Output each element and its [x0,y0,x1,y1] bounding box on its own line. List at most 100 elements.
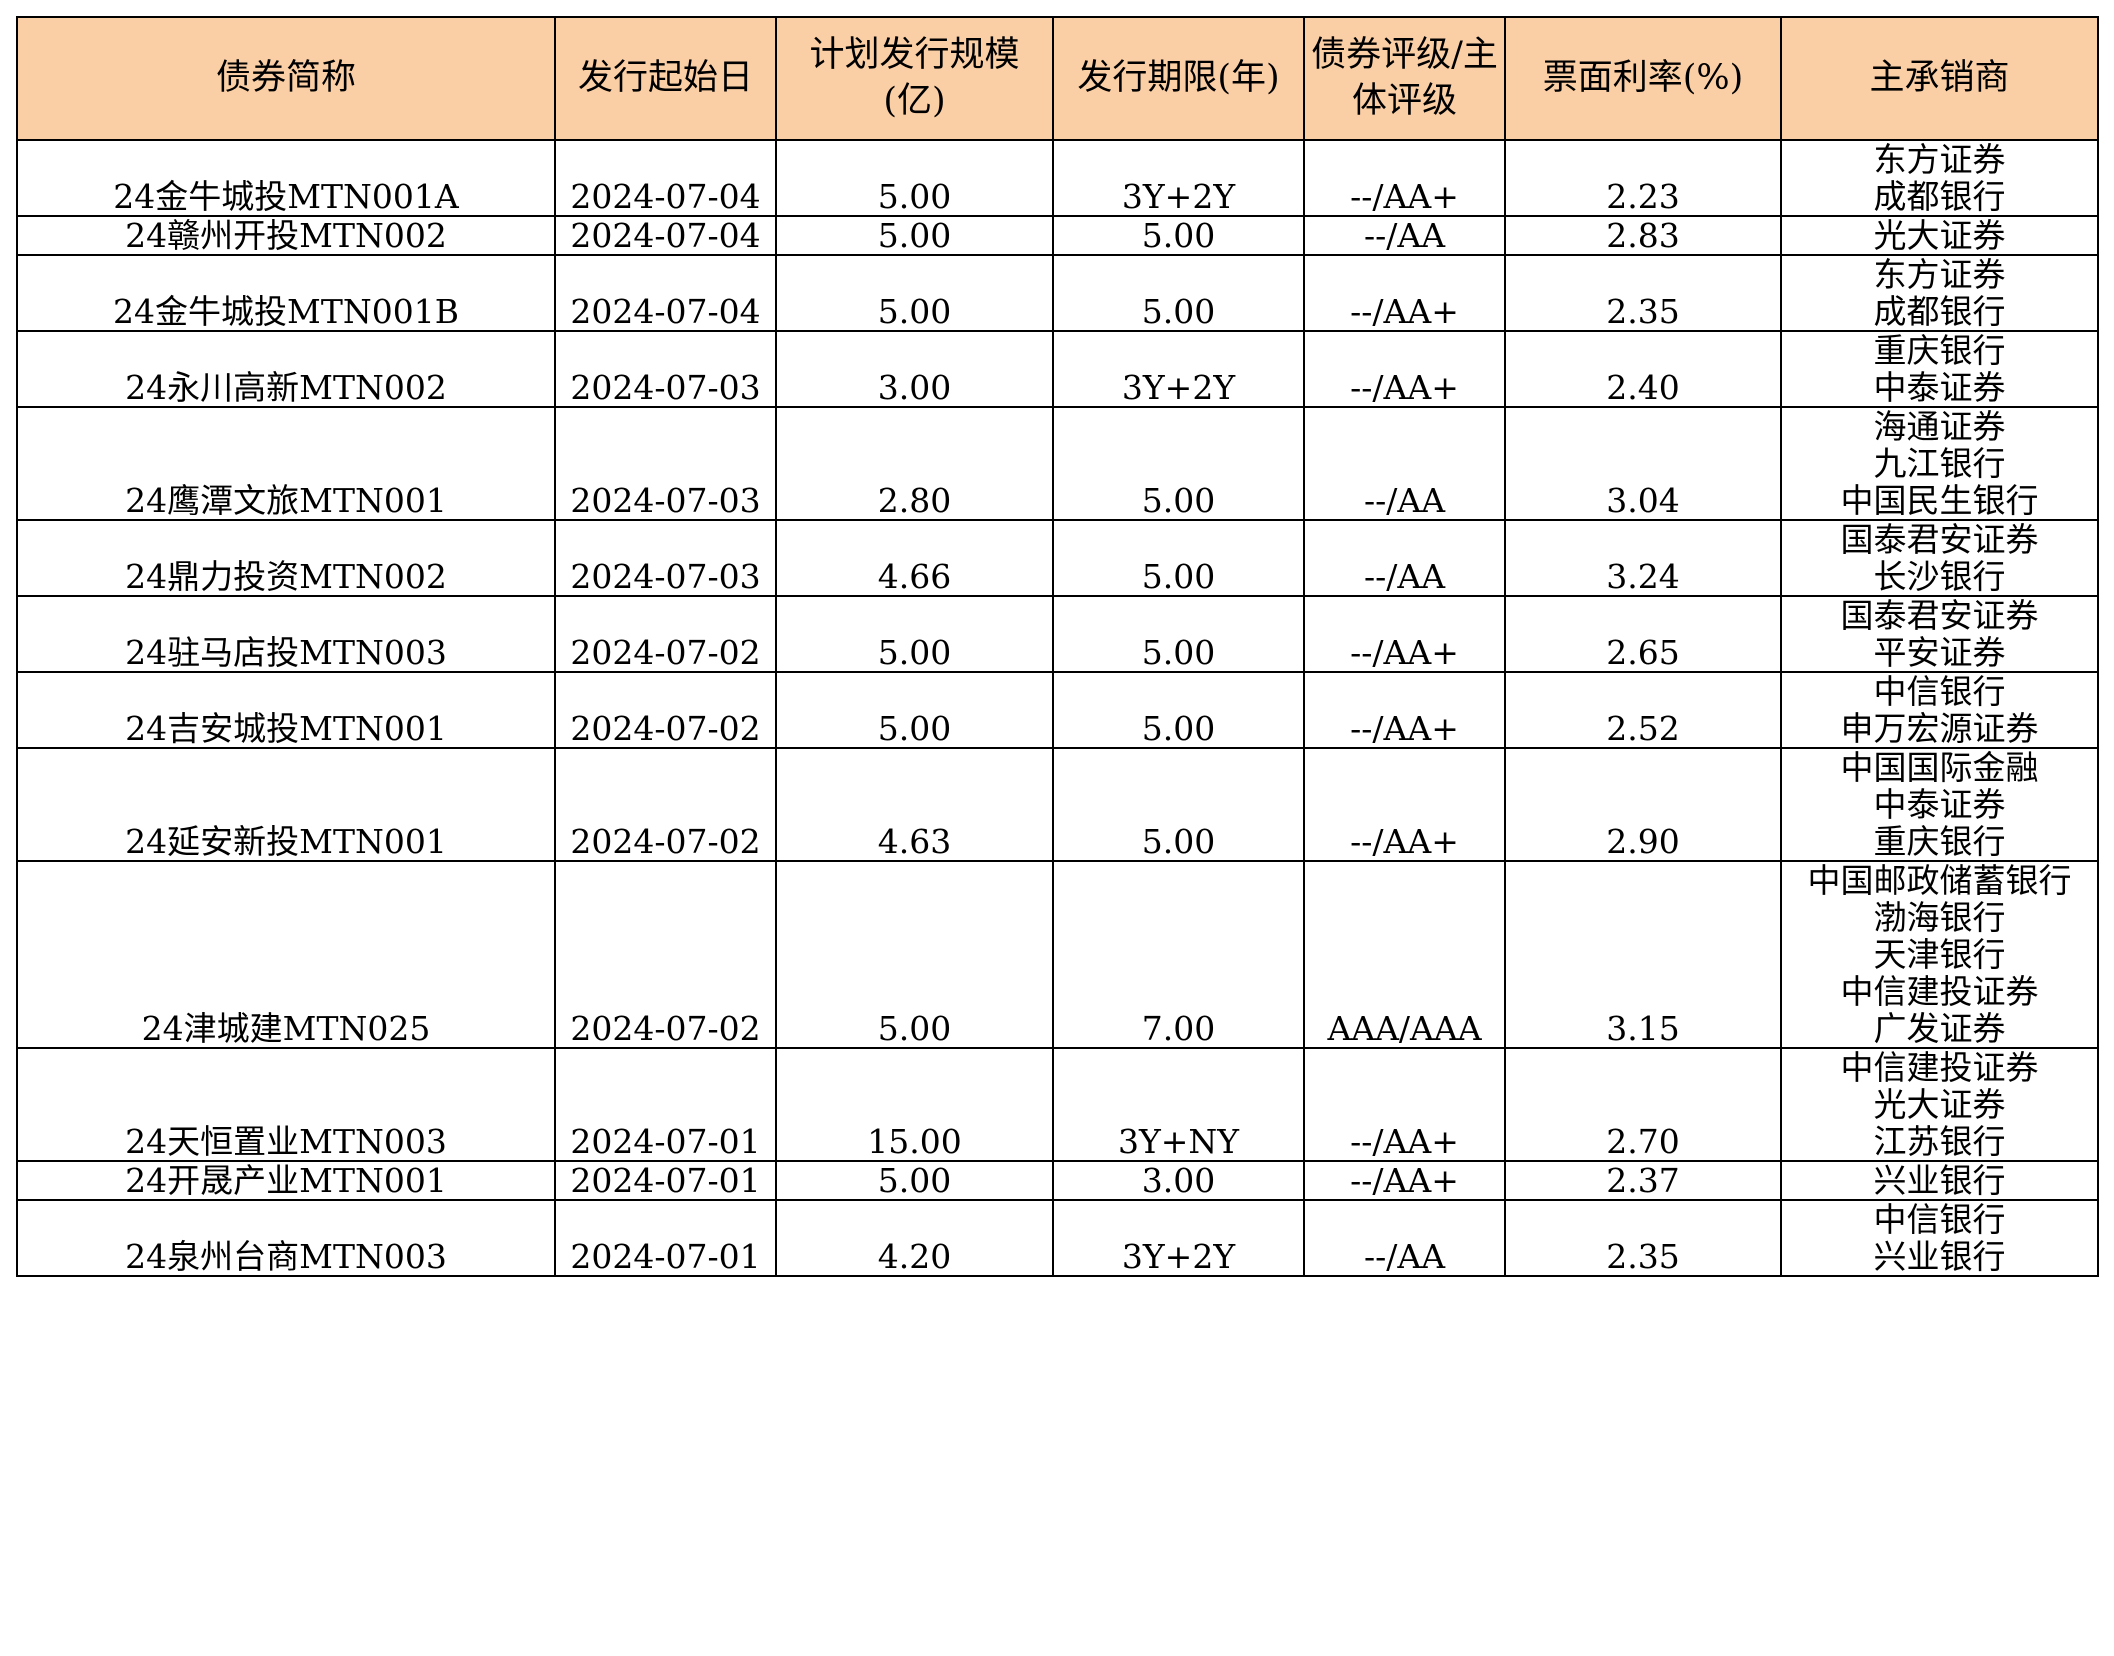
cell-bond-name: 24鹰潭文旅MTN001 [16,406,556,521]
cell-planned-size: 5.00 [775,139,1054,217]
cell-underwriters: 东方证券 成都银行 [1780,254,2099,332]
cell-term: 3Y+NY [1052,1047,1305,1162]
cell-underwriters: 国泰君安证券 长沙银行 [1780,519,2099,597]
cell-bond-name: 24天恒置业MTN003 [16,1047,556,1162]
underwriter-name: 成都银行 [1873,292,2006,331]
cell-bond-name: 24鼎力投资MTN002 [16,519,556,597]
cell-bond-name: 24金牛城投MTN001B [16,254,556,332]
table-body: 24金牛城投MTN001A 2024-07-04 5.00 3Y+2Y --/AA+ 2.… [16,139,2099,1277]
cell-bond-name: 24开晟产业MTN001 [16,1160,556,1201]
cell-underwriters: 国泰君安证券 平安证券 [1780,595,2099,673]
cell-issue-date: 2024-07-03 [554,406,777,521]
cell-bond-name: 24金牛城投MTN001A [16,139,556,217]
underwriter-name: 天津银行 [1873,935,2006,974]
cell-rating: --/AA+ [1303,1160,1506,1201]
cell-planned-size: 4.66 [775,519,1054,597]
cell-planned-size: 15.00 [775,1047,1054,1162]
underwriter-name: 成都银行 [1873,177,2006,216]
underwriter-name: 兴业银行 [1873,1161,2006,1200]
cell-underwriters: 光大证券 [1780,215,2099,256]
table-row: 24延安新投MTN001 2024-07-02 4.63 5.00 --/AA+ 2.90… [16,747,2099,862]
cell-coupon-rate: 3.15 [1504,860,1782,1049]
underwriter-name: 中信银行 [1873,1200,2006,1239]
underwriter-name: 重庆银行 [1873,331,2006,370]
cell-planned-size: 5.00 [775,1160,1054,1201]
cell-term: 5.00 [1052,747,1305,862]
underwriter-name: 中泰证券 [1873,785,2006,824]
cell-term: 5.00 [1052,671,1305,749]
underwriter-name: 东方证券 [1873,140,2006,179]
cell-issue-date: 2024-07-02 [554,595,777,673]
table-row: 24天恒置业MTN003 2024-07-01 15.00 3Y+NY --/AA+ 2.… [16,1047,2099,1162]
cell-planned-size: 5.00 [775,671,1054,749]
cell-coupon-rate: 2.70 [1504,1047,1782,1162]
underwriter-name: 兴业银行 [1873,1237,2006,1276]
cell-term: 5.00 [1052,519,1305,597]
cell-term: 5.00 [1052,215,1305,256]
cell-bond-name: 24永川高新MTN002 [16,330,556,408]
cell-rating: --/AA+ [1303,330,1506,408]
cell-coupon-rate: 2.23 [1504,139,1782,217]
underwriter-name: 中国民生银行 [1840,481,2039,520]
bond-issuance-table: 债券简称 发行起始日 计划发行规模(亿) 发行期限(年) 债券评级/主体评级 票… [16,16,2099,1277]
cell-issue-date: 2024-07-02 [554,747,777,862]
underwriter-name: 中信建投证券 [1840,972,2039,1011]
cell-coupon-rate: 2.90 [1504,747,1782,862]
cell-rating: --/AA+ [1303,671,1506,749]
cell-bond-name: 24赣州开投MTN002 [16,215,556,256]
cell-issue-date: 2024-07-03 [554,330,777,408]
underwriter-name: 中泰证券 [1873,368,2006,407]
cell-coupon-rate: 2.35 [1504,1199,1782,1277]
cell-issue-date: 2024-07-03 [554,519,777,597]
table-row: 24开晟产业MTN001 2024-07-01 5.00 3.00 --/AA+ 2.37… [16,1160,2099,1201]
header-term: 发行期限(年) [1052,16,1305,141]
header-row: 债券简称 发行起始日 计划发行规模(亿) 发行期限(年) 债券评级/主体评级 票… [16,16,2099,141]
cell-bond-name: 24泉州台商MTN003 [16,1199,556,1277]
table-row: 24驻马店投MTN003 2024-07-02 5.00 5.00 --/AA+ 2.65… [16,595,2099,673]
cell-term: 7.00 [1052,860,1305,1049]
cell-planned-size: 4.20 [775,1199,1054,1277]
cell-underwriters: 中信建投证券 光大证券 江苏银行 [1780,1047,2099,1162]
table-row: 24金牛城投MTN001A 2024-07-04 5.00 3Y+2Y --/AA+ 2.… [16,139,2099,217]
underwriter-name: 长沙银行 [1873,557,2006,596]
underwriter-name: 渤海银行 [1873,898,2006,937]
cell-issue-date: 2024-07-04 [554,215,777,256]
cell-planned-size: 3.00 [775,330,1054,408]
cell-issue-date: 2024-07-02 [554,671,777,749]
table-row: 24永川高新MTN002 2024-07-03 3.00 3Y+2Y --/AA+ 2.4… [16,330,2099,408]
cell-underwriters: 海通证券 九江银行 中国民生银行 [1780,406,2099,521]
cell-coupon-rate: 2.52 [1504,671,1782,749]
cell-term: 3Y+2Y [1052,1199,1305,1277]
header-coupon-rate: 票面利率(%) [1504,16,1782,141]
cell-rating: --/AA+ [1303,254,1506,332]
cell-underwriters: 中信银行 兴业银行 [1780,1199,2099,1277]
cell-term: 3Y+2Y [1052,330,1305,408]
cell-planned-size: 4.63 [775,747,1054,862]
cell-bond-name: 24延安新投MTN001 [16,747,556,862]
cell-rating: --/AA [1303,215,1506,256]
cell-rating: --/AA [1303,519,1506,597]
cell-underwriters: 中国国际金融 中泰证券 重庆银行 [1780,747,2099,862]
header-issue-date: 发行起始日 [554,16,777,141]
header-rating: 债券评级/主体评级 [1303,16,1506,141]
cell-rating: AAA/AAA [1303,860,1506,1049]
cell-underwriters: 重庆银行 中泰证券 [1780,330,2099,408]
cell-issue-date: 2024-07-01 [554,1199,777,1277]
cell-rating: --/AA [1303,1199,1506,1277]
table-row: 24吉安城投MTN001 2024-07-02 5.00 5.00 --/AA+ 2.52… [16,671,2099,749]
cell-issue-date: 2024-07-01 [554,1047,777,1162]
cell-bond-name: 24吉安城投MTN001 [16,671,556,749]
underwriter-name: 中国邮政储蓄银行 [1807,861,2072,900]
table-row: 24鼎力投资MTN002 2024-07-03 4.66 5.00 --/AA 3.24 国… [16,519,2099,597]
cell-planned-size: 5.00 [775,215,1054,256]
cell-coupon-rate: 2.35 [1504,254,1782,332]
cell-rating: --/AA+ [1303,1047,1506,1162]
cell-rating: --/AA+ [1303,595,1506,673]
underwriter-name: 重庆银行 [1873,822,2006,861]
underwriter-name: 光大证券 [1873,216,2006,255]
cell-coupon-rate: 3.24 [1504,519,1782,597]
underwriter-name: 国泰君安证券 [1840,596,2039,635]
cell-underwriters: 东方证券 成都银行 [1780,139,2099,217]
table-row: 24赣州开投MTN002 2024-07-04 5.00 5.00 --/AA 2.83 光… [16,215,2099,256]
underwriter-name: 中国国际金融 [1840,748,2039,787]
